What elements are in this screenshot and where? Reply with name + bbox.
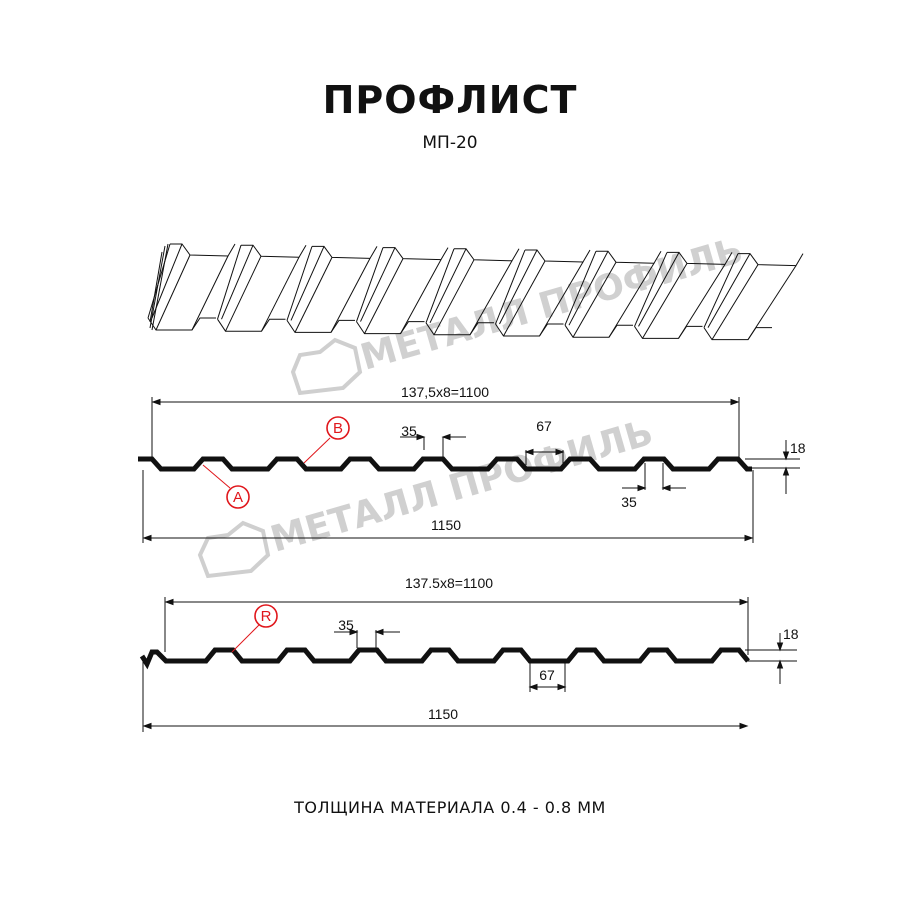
sheet-3d-view xyxy=(147,243,804,341)
watermark-logo-icon xyxy=(290,337,363,396)
sheet-fold-line xyxy=(608,262,655,338)
sheet-fold-line xyxy=(568,250,609,326)
sheet-fold-line xyxy=(425,248,455,323)
sheet-fold-line xyxy=(360,247,396,322)
crest-width-label: 35 xyxy=(401,423,417,439)
sheet-fold-line xyxy=(572,261,617,338)
sheet-fold-line xyxy=(469,260,513,336)
total-width-label: 1150 xyxy=(431,517,461,533)
sheet-top-edge xyxy=(454,248,520,262)
profile-1: 137,5x8=1100 1150 35 67 35 18 B A xyxy=(138,384,806,543)
page-title: ПРОФЛИСТ xyxy=(322,78,578,122)
crest-width-label: 35 xyxy=(338,617,354,633)
marker-b-label: B xyxy=(333,420,343,437)
sheet-fold-line xyxy=(707,253,751,328)
sheet-fold-line xyxy=(703,253,739,328)
sheet-fold-line xyxy=(290,246,325,321)
total-width-label: 1150 xyxy=(428,706,458,722)
height-label: 18 xyxy=(783,626,799,642)
sheet-bottom-edge xyxy=(217,318,286,332)
sheet-bottom-edge xyxy=(286,319,355,333)
sheet-fold-line xyxy=(429,248,467,324)
sheet-fold-line xyxy=(564,251,597,326)
sheet-bottom-edge xyxy=(634,325,703,339)
sheet-fold-line xyxy=(217,245,242,320)
material-thickness-note: ТОЛЩИНА МАТЕРИАЛА 0.4 - 0.8 ММ xyxy=(294,798,606,817)
sheet-edge xyxy=(149,243,169,331)
marker-r: R xyxy=(231,604,278,653)
pitch-dimension-label: 137.5x8=1100 xyxy=(405,575,493,591)
sheet-fold-line xyxy=(356,247,384,322)
model-subtitle: МП-20 xyxy=(422,133,478,153)
marker-a-label: A xyxy=(233,489,243,506)
sheet-fold-line xyxy=(286,246,313,321)
sheet-fold-line xyxy=(155,254,191,331)
marker-r-label: R xyxy=(261,608,272,625)
watermark-1: МЕТАЛЛ ПРОФИЛЬ xyxy=(290,230,748,396)
sheet-fold-line xyxy=(191,255,229,331)
marker-b: B xyxy=(303,416,350,464)
height-label: 18 xyxy=(790,440,806,456)
valley-width-label: 67 xyxy=(539,667,555,683)
sheet-bottom-edge xyxy=(564,324,633,338)
valley-width-label: 67 xyxy=(536,418,552,434)
watermark-logo-icon xyxy=(197,520,271,579)
sheet-fold-line xyxy=(364,258,404,334)
sheet-fold-line xyxy=(747,265,797,340)
sheet-fold-line xyxy=(261,256,300,332)
crest-width-label-2: 35 xyxy=(621,494,637,510)
sheet-fold-line xyxy=(433,259,475,336)
watermark-2: МЕТАЛЛ ПРОФИЛЬ xyxy=(197,412,658,579)
profile-1-outline xyxy=(138,456,752,472)
sheet-fold-line xyxy=(638,252,680,327)
sheet-fold-line xyxy=(495,249,526,325)
sheet-fold-line xyxy=(503,260,546,337)
profile-2: 137.5x8=1100 1150 35 67 18 R xyxy=(139,575,799,732)
watermark-text: МЕТАЛЛ ПРОФИЛЬ xyxy=(356,230,747,378)
sheet-fold-line xyxy=(400,259,442,334)
sheet-fold-line xyxy=(642,263,688,339)
sheet-fold-line xyxy=(678,264,726,339)
pitch-dimension-label: 137,5x8=1100 xyxy=(401,384,489,400)
sheet-fold-line xyxy=(711,264,759,340)
sheet-fold-line xyxy=(225,255,262,332)
sheet-fold-line xyxy=(539,261,584,337)
sheet-fold-line xyxy=(499,249,538,325)
sheet-top-edge xyxy=(241,244,307,258)
sheet-fold-line xyxy=(330,258,371,333)
sheet-fold-line xyxy=(221,245,254,320)
profile-2-outline xyxy=(139,647,750,670)
sheet-bottom-edge xyxy=(703,327,772,341)
sheet-top-edge xyxy=(525,249,591,263)
marker-a: A xyxy=(202,464,250,509)
sheet-fold-line xyxy=(294,257,333,333)
sheet-top-edge xyxy=(738,253,804,267)
sheet-fold-line xyxy=(634,252,668,327)
